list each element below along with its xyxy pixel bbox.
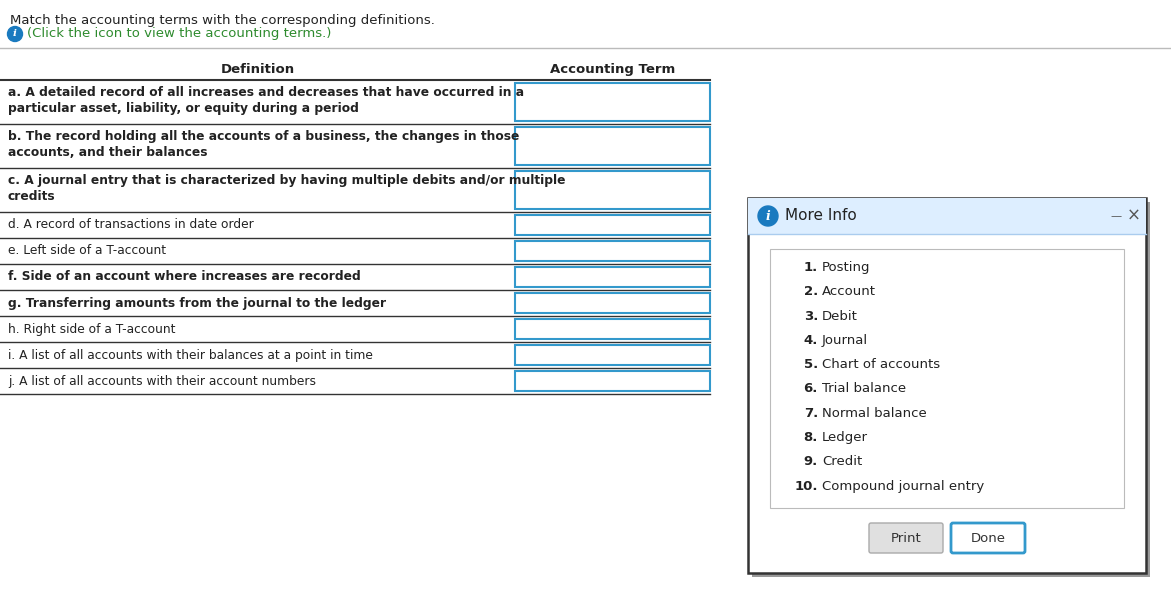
FancyBboxPatch shape — [752, 202, 1150, 577]
FancyBboxPatch shape — [771, 249, 1124, 508]
Text: Ledger: Ledger — [822, 431, 868, 444]
Circle shape — [7, 27, 22, 42]
Text: g. Transferring amounts from the journal to the ledger: g. Transferring amounts from the journal… — [8, 296, 386, 310]
Text: i. A list of all accounts with their balances at a point in time: i. A list of all accounts with their bal… — [8, 349, 372, 362]
FancyBboxPatch shape — [748, 198, 1146, 573]
FancyBboxPatch shape — [515, 127, 710, 165]
Text: f. Side of an account where increases are recorded: f. Side of an account where increases ar… — [8, 270, 361, 283]
Circle shape — [758, 206, 778, 226]
Text: c. A journal entry that is characterized by having multiple debits and/or multip: c. A journal entry that is characterized… — [8, 174, 566, 187]
FancyBboxPatch shape — [515, 345, 710, 365]
FancyBboxPatch shape — [748, 198, 1146, 234]
FancyBboxPatch shape — [515, 319, 710, 339]
Text: Normal balance: Normal balance — [822, 407, 926, 420]
Text: ×: × — [1127, 207, 1141, 225]
Text: particular asset, liability, or equity during a period: particular asset, liability, or equity d… — [8, 102, 358, 115]
Text: a. A detailed record of all increases and decreases that have occurred in a: a. A detailed record of all increases an… — [8, 86, 525, 99]
Text: accounts, and their balances: accounts, and their balances — [8, 146, 207, 159]
Text: Credit: Credit — [822, 455, 862, 468]
Text: 4.: 4. — [803, 334, 819, 347]
Text: Posting: Posting — [822, 261, 870, 274]
Text: d. A record of transactions in date order: d. A record of transactions in date orde… — [8, 218, 254, 231]
Text: i: i — [766, 209, 771, 222]
Text: Definition: Definition — [220, 63, 295, 76]
FancyBboxPatch shape — [515, 293, 710, 313]
Text: i: i — [13, 30, 18, 39]
Text: —: — — [1110, 211, 1122, 221]
Text: (Click the icon to view the accounting terms.): (Click the icon to view the accounting t… — [27, 27, 331, 40]
Text: 3.: 3. — [803, 310, 819, 323]
Text: Accounting Term: Accounting Term — [550, 63, 676, 76]
Text: Match the accounting terms with the corresponding definitions.: Match the accounting terms with the corr… — [11, 14, 434, 27]
Text: 2.: 2. — [803, 285, 819, 298]
FancyBboxPatch shape — [515, 215, 710, 235]
FancyBboxPatch shape — [515, 267, 710, 287]
Text: Compound journal entry: Compound journal entry — [822, 480, 985, 493]
FancyBboxPatch shape — [515, 171, 710, 209]
FancyBboxPatch shape — [515, 83, 710, 121]
Text: 8.: 8. — [803, 431, 819, 444]
Text: 5.: 5. — [803, 358, 819, 371]
Text: Print: Print — [891, 531, 922, 544]
FancyBboxPatch shape — [951, 523, 1025, 553]
Text: 7.: 7. — [803, 407, 819, 420]
Text: 1.: 1. — [803, 261, 819, 274]
Text: Debit: Debit — [822, 310, 858, 323]
Text: credits: credits — [8, 190, 56, 203]
Text: Trial balance: Trial balance — [822, 382, 906, 396]
FancyBboxPatch shape — [869, 523, 943, 553]
Text: 6.: 6. — [803, 382, 819, 396]
Text: j. A list of all accounts with their account numbers: j. A list of all accounts with their acc… — [8, 375, 316, 387]
Text: b. The record holding all the accounts of a business, the changes in those: b. The record holding all the accounts o… — [8, 130, 520, 143]
Text: Journal: Journal — [822, 334, 868, 347]
Text: 10.: 10. — [794, 480, 819, 493]
Text: Chart of accounts: Chart of accounts — [822, 358, 940, 371]
Text: More Info: More Info — [785, 209, 857, 224]
Text: h. Right side of a T-account: h. Right side of a T-account — [8, 323, 176, 336]
Text: 9.: 9. — [803, 455, 819, 468]
FancyBboxPatch shape — [515, 241, 710, 261]
Text: Account: Account — [822, 285, 876, 298]
FancyBboxPatch shape — [515, 371, 710, 391]
Text: e. Left side of a T-account: e. Left side of a T-account — [8, 244, 166, 257]
Text: Done: Done — [971, 531, 1006, 544]
